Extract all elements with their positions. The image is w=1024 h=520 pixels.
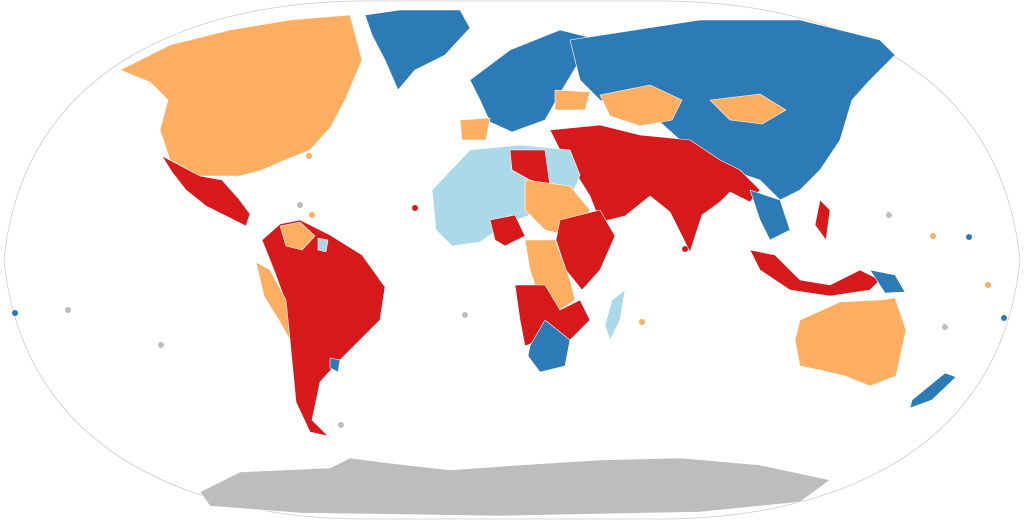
east-africa bbox=[555, 209, 616, 291]
venezuela-guyana bbox=[279, 221, 316, 251]
nigeria bbox=[489, 214, 526, 247]
new-zealand bbox=[909, 372, 957, 409]
island-marker bbox=[886, 212, 892, 218]
island-marker bbox=[985, 282, 991, 288]
south-africa bbox=[527, 319, 571, 373]
iberia bbox=[459, 117, 491, 141]
island-marker bbox=[966, 234, 972, 240]
island-marker bbox=[338, 422, 344, 428]
philippines bbox=[814, 199, 831, 241]
small-island-markers bbox=[12, 153, 1007, 428]
madagascar bbox=[604, 289, 626, 341]
island-marker bbox=[930, 233, 936, 239]
kazakhstan bbox=[599, 84, 683, 127]
mongolia bbox=[709, 93, 787, 125]
island-marker bbox=[1001, 315, 1007, 321]
australia bbox=[794, 297, 907, 387]
papua-new-guinea bbox=[869, 269, 906, 294]
island-marker bbox=[297, 202, 303, 208]
island-marker bbox=[309, 212, 315, 218]
island-marker bbox=[682, 246, 688, 252]
mexico-central-america bbox=[161, 155, 251, 227]
europe bbox=[469, 29, 601, 133]
southeast-asia bbox=[749, 189, 791, 241]
antarctica bbox=[199, 457, 831, 517]
ukraine bbox=[554, 89, 591, 111]
island-marker bbox=[462, 312, 468, 318]
island-marker bbox=[12, 310, 18, 316]
greenland bbox=[364, 9, 471, 91]
north-america bbox=[119, 14, 363, 177]
island-marker bbox=[158, 342, 164, 348]
island-marker bbox=[942, 324, 948, 330]
island-marker bbox=[412, 205, 418, 211]
peru bbox=[255, 261, 291, 341]
uruguay bbox=[329, 357, 341, 373]
island-marker bbox=[306, 153, 312, 159]
suriname bbox=[317, 237, 329, 253]
island-marker bbox=[65, 307, 71, 313]
island-marker bbox=[639, 319, 645, 325]
